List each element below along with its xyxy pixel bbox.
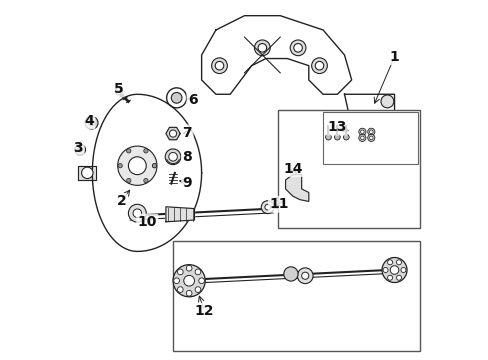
Circle shape: [368, 122, 377, 131]
Polygon shape: [165, 127, 180, 140]
Text: 6: 6: [187, 93, 197, 107]
Circle shape: [360, 136, 364, 140]
Circle shape: [389, 266, 398, 274]
Circle shape: [171, 93, 182, 103]
Circle shape: [165, 149, 181, 165]
Circle shape: [396, 275, 401, 280]
Circle shape: [367, 134, 374, 141]
Circle shape: [81, 167, 93, 179]
Circle shape: [301, 272, 308, 279]
Circle shape: [183, 275, 194, 286]
Circle shape: [118, 146, 157, 185]
Circle shape: [400, 267, 405, 273]
Text: 9: 9: [182, 176, 192, 189]
Text: 8: 8: [182, 150, 192, 165]
Circle shape: [358, 134, 365, 141]
Circle shape: [387, 260, 392, 265]
Circle shape: [186, 291, 192, 296]
Circle shape: [152, 163, 156, 168]
Circle shape: [334, 134, 340, 140]
Polygon shape: [78, 166, 96, 180]
Circle shape: [211, 58, 227, 73]
Circle shape: [360, 130, 364, 134]
Circle shape: [364, 117, 381, 135]
Circle shape: [283, 267, 298, 281]
Circle shape: [369, 130, 372, 134]
Circle shape: [169, 130, 176, 137]
Circle shape: [325, 134, 331, 140]
Circle shape: [166, 88, 186, 108]
Circle shape: [126, 179, 131, 183]
Circle shape: [293, 44, 302, 52]
Circle shape: [128, 157, 146, 175]
Text: 14: 14: [283, 162, 303, 176]
Circle shape: [88, 120, 94, 126]
Circle shape: [261, 201, 274, 213]
Circle shape: [198, 278, 204, 284]
Circle shape: [343, 134, 348, 140]
Circle shape: [173, 265, 205, 297]
Polygon shape: [165, 207, 194, 222]
Text: 1: 1: [389, 50, 399, 64]
Text: 10: 10: [137, 215, 157, 229]
Circle shape: [311, 58, 326, 73]
Text: 4: 4: [84, 114, 94, 128]
Circle shape: [367, 128, 374, 135]
Polygon shape: [285, 175, 308, 202]
Text: 11: 11: [269, 197, 288, 211]
Circle shape: [358, 128, 365, 135]
Polygon shape: [344, 94, 394, 144]
Circle shape: [195, 269, 201, 275]
Circle shape: [78, 147, 82, 152]
Circle shape: [382, 267, 387, 273]
Text: 2: 2: [116, 194, 126, 208]
Circle shape: [173, 278, 179, 284]
Circle shape: [274, 201, 279, 206]
Circle shape: [177, 287, 183, 292]
Circle shape: [254, 40, 270, 56]
Circle shape: [168, 153, 177, 161]
Circle shape: [396, 260, 401, 265]
Circle shape: [387, 275, 392, 280]
Circle shape: [152, 163, 156, 168]
Circle shape: [115, 88, 122, 95]
Circle shape: [369, 136, 372, 140]
Bar: [323, 112, 417, 164]
Circle shape: [177, 269, 183, 275]
Circle shape: [258, 44, 266, 52]
Text: 13: 13: [326, 120, 346, 134]
Circle shape: [143, 179, 148, 183]
Circle shape: [75, 144, 85, 155]
Circle shape: [381, 257, 406, 283]
Circle shape: [290, 40, 305, 56]
Circle shape: [195, 287, 201, 292]
Polygon shape: [92, 94, 201, 251]
Bar: [278, 111, 419, 228]
Bar: [173, 241, 419, 351]
Circle shape: [186, 265, 192, 271]
Circle shape: [264, 204, 270, 210]
Polygon shape: [201, 16, 351, 94]
Text: 3: 3: [73, 141, 83, 155]
Text: 7: 7: [182, 126, 192, 140]
Text: 12: 12: [194, 304, 214, 318]
Circle shape: [85, 116, 98, 129]
Circle shape: [315, 62, 323, 70]
Circle shape: [128, 204, 146, 222]
Circle shape: [143, 149, 148, 153]
Circle shape: [297, 268, 312, 284]
Circle shape: [118, 163, 122, 168]
Circle shape: [271, 198, 282, 208]
Circle shape: [380, 95, 393, 108]
Circle shape: [215, 62, 224, 70]
Circle shape: [126, 149, 131, 153]
Text: 5: 5: [114, 82, 123, 96]
Circle shape: [133, 209, 142, 217]
